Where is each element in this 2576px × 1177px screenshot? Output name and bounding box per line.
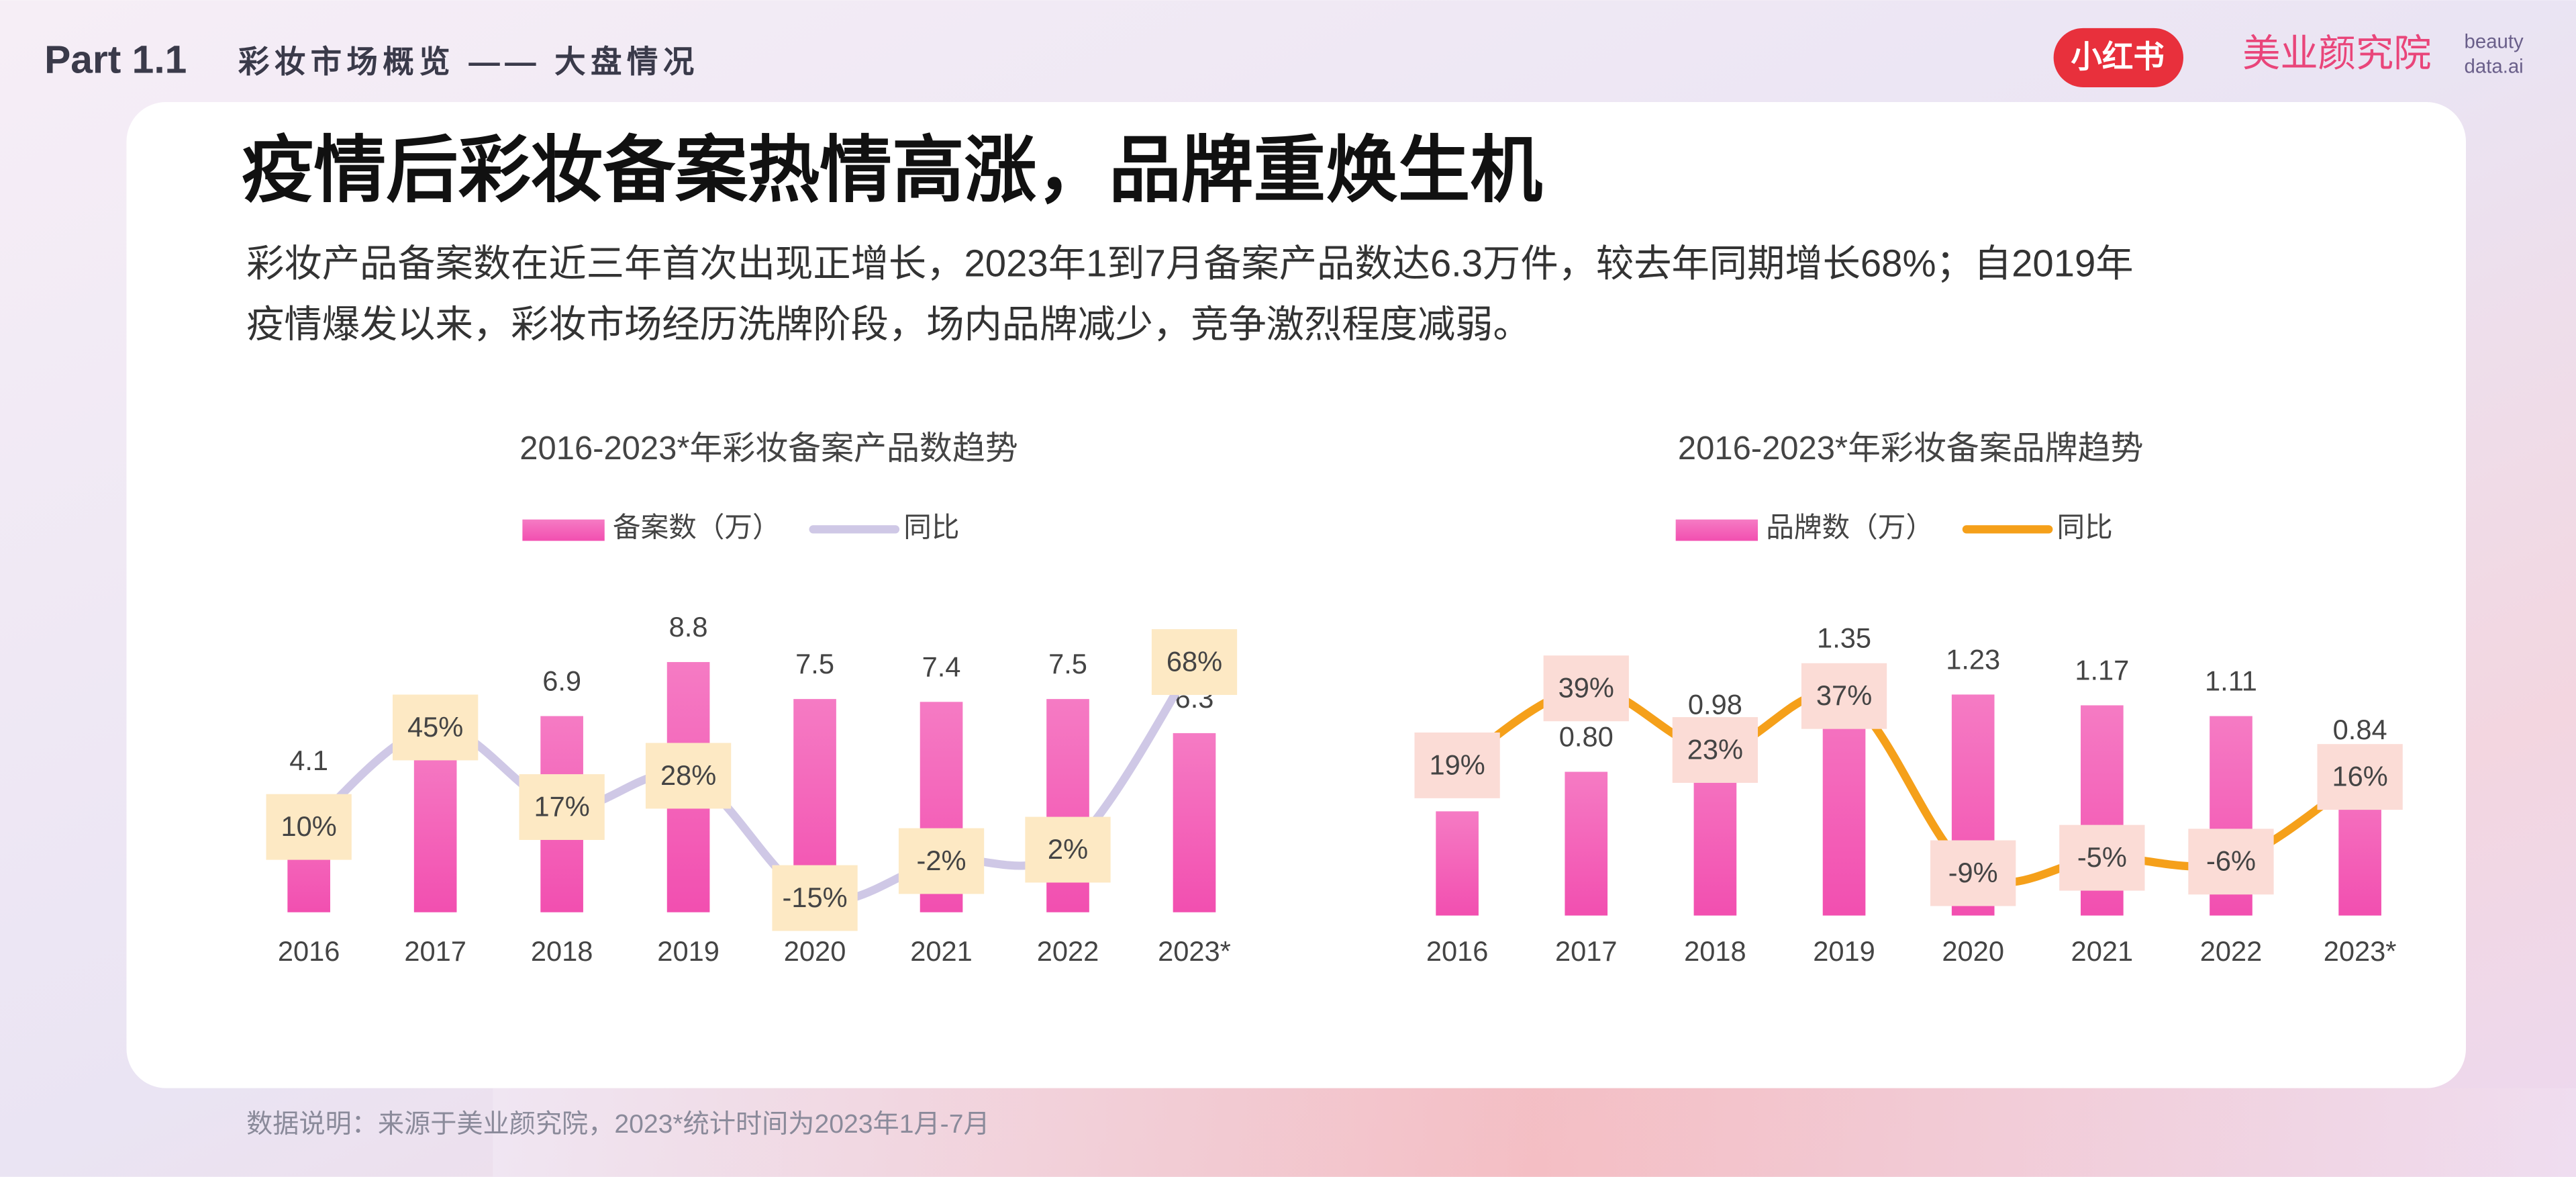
yoy-label: 17% xyxy=(534,790,589,822)
yoy-label: 2% xyxy=(1048,833,1088,865)
x-tick-label: 2021 xyxy=(2071,935,2134,967)
x-tick-label: 2022 xyxy=(2200,935,2263,967)
chart-title: 2016-2023*年彩妆备案产品数趋势 xyxy=(519,430,1018,467)
x-tick-label: 2021 xyxy=(910,935,973,967)
yoy-label-box xyxy=(519,774,605,840)
bar-value-label: 4.1 xyxy=(289,745,328,776)
yoy-label-box xyxy=(1414,732,1500,798)
yoy-label-box xyxy=(1543,655,1629,722)
bar-value-label: 8.8 xyxy=(669,611,708,643)
yoy-label-box xyxy=(1930,840,2016,906)
yoy-label: 10% xyxy=(281,810,337,842)
yoy-label-box xyxy=(1801,663,1887,729)
yoy-label-box xyxy=(1151,629,1238,696)
logo-sub: beauty xyxy=(2465,31,2524,53)
x-tick-label: 2018 xyxy=(1684,935,1746,967)
x-tick-label: 2018 xyxy=(531,935,593,967)
yoy-label-box xyxy=(266,794,352,860)
yoy-label-box xyxy=(2188,829,2274,895)
card xyxy=(126,101,2467,1088)
legend-swatch xyxy=(522,519,605,541)
chart-title: 2016-2023*年彩妆备案品牌趋势 xyxy=(1678,430,2144,467)
yoy-label: 16% xyxy=(2332,761,2387,792)
part-label: Part 1.1 xyxy=(44,38,187,82)
yoy-label: 23% xyxy=(1687,733,1743,765)
x-tick-label: 2020 xyxy=(1942,935,2004,967)
bar-value-label: 0.98 xyxy=(1688,688,1742,720)
legend-label: 同比 xyxy=(903,511,959,543)
bar-value-label: 7.5 xyxy=(1048,648,1087,679)
legend-label: 同比 xyxy=(2057,511,2113,543)
bar-value-label: 6.9 xyxy=(542,665,581,697)
legend-swatch xyxy=(1675,519,1758,541)
yoy-label: -9% xyxy=(1948,857,1998,888)
x-tick-label: 2017 xyxy=(404,935,466,967)
body-text: 疫情爆发以来，彩妆市场经历洗牌阶段，场内品牌减少，竞争激烈程度减弱。 xyxy=(246,303,1531,345)
slide-title: 疫情后彩妆备案热情高涨，品牌重焕生机 xyxy=(242,130,1543,211)
logo-left: 小红书 xyxy=(2071,40,2165,75)
bar-value-label: 7.5 xyxy=(795,648,834,679)
x-tick-label: 2020 xyxy=(784,935,846,967)
yoy-label: 68% xyxy=(1167,645,1222,677)
yoy-label: 39% xyxy=(1558,672,1614,704)
yoy-label-box xyxy=(1025,816,1111,883)
bar-value-label: 1.35 xyxy=(1817,622,1871,653)
x-tick-label: 2023* xyxy=(2324,935,2397,967)
logo-sub: data.ai xyxy=(2465,55,2524,77)
bar-value-label: 1.11 xyxy=(2205,665,2257,697)
legend-label: 备案数（万） xyxy=(613,511,781,543)
yoy-label: 19% xyxy=(1429,749,1485,780)
footnote: 数据说明：来源于美业颜究院，2023*统计时间为2023年1月-7月 xyxy=(246,1110,989,1139)
yoy-label: 37% xyxy=(1816,679,1872,711)
yoy-label-box xyxy=(2059,825,2145,891)
bar-value-label: 0.84 xyxy=(2333,714,2387,745)
yoy-label-box xyxy=(898,828,985,894)
yoy-label: 28% xyxy=(660,759,716,791)
logo-badge xyxy=(2053,28,2183,87)
bar xyxy=(1436,811,1479,916)
bar xyxy=(413,744,457,912)
yoy-label-box xyxy=(772,865,858,931)
yoy-label-box xyxy=(645,743,732,809)
logo-right: 美业颜究院 xyxy=(2242,32,2431,74)
yoy-label-box xyxy=(1672,717,1758,783)
legend-label: 品牌数（万） xyxy=(1766,511,1934,543)
footer-band xyxy=(493,1088,2576,1177)
x-tick-label: 2017 xyxy=(1555,935,1618,967)
x-tick-label: 2016 xyxy=(278,935,340,967)
bar-value-label: 7.4 xyxy=(922,651,961,682)
yoy-label: -15% xyxy=(782,882,847,913)
x-tick-label: 2022 xyxy=(1037,935,1099,967)
x-tick-label: 2016 xyxy=(1426,935,1489,967)
yoy-label: -5% xyxy=(2077,841,2127,873)
bar xyxy=(1173,733,1216,912)
section-label: 彩妆市场概览 —— 大盘情况 xyxy=(238,44,699,79)
x-tick-label: 2023* xyxy=(1158,935,1231,967)
bar xyxy=(1565,771,1608,916)
x-tick-label: 2019 xyxy=(657,935,720,967)
yoy-label-box xyxy=(393,694,479,761)
x-tick-label: 2019 xyxy=(1813,935,1875,967)
yoy-label: -2% xyxy=(917,845,967,876)
bar-value-label: 1.23 xyxy=(1946,643,2000,675)
yoy-label: 45% xyxy=(407,711,463,743)
bar-value-label: 1.17 xyxy=(2075,655,2129,686)
yoy-label: -6% xyxy=(2206,845,2256,877)
bar-value-label: 0.80 xyxy=(1559,721,1614,753)
yoy-label-box xyxy=(2317,744,2403,810)
body-text: 彩妆产品备案数在近三年首次出现正增长，2023年1到7月备案产品数达6.3万件，… xyxy=(246,242,2133,285)
